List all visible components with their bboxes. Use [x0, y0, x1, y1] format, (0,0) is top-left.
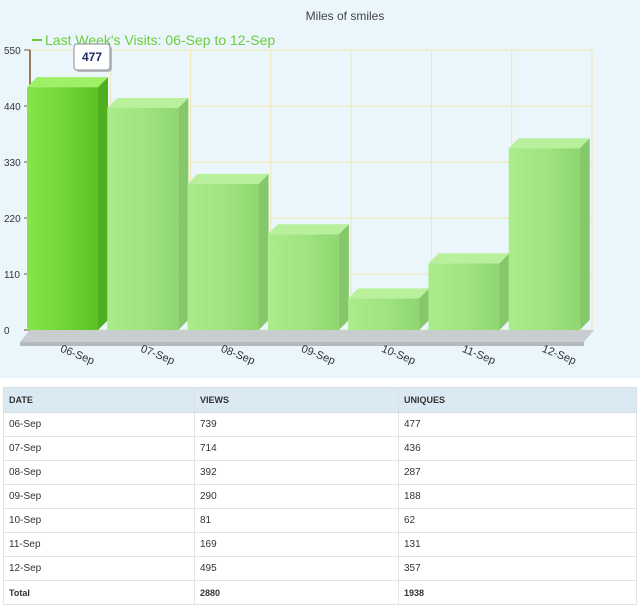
bar-12-Sep[interactable] — [508, 138, 590, 330]
x-tick-label: 12-Sep — [540, 343, 577, 367]
table-row: 06-Sep 739 477 — [3, 412, 637, 437]
y-axis-ticks: 0 110 220 330 440 550 — [4, 46, 31, 337]
header-uniques: UNIQUES — [398, 387, 637, 413]
bar-side — [579, 138, 590, 330]
cell-date: 09-Sep — [3, 484, 195, 509]
x-tick-label: 10-Sep — [380, 343, 417, 367]
floor-top — [20, 330, 594, 342]
cell-views: 714 — [194, 436, 399, 461]
header-views: VIEWS — [194, 387, 399, 413]
bar-08-Sep[interactable] — [187, 173, 269, 330]
header-date: DATE — [3, 387, 195, 413]
table-total-row: Total 2880 1938 — [3, 580, 637, 605]
bar-top — [508, 138, 590, 149]
bar-top — [187, 173, 269, 184]
total-label: Total — [3, 580, 195, 605]
y-tick-label: 550 — [4, 46, 21, 57]
bar-side — [178, 98, 189, 330]
tooltip-box — [73, 43, 111, 71]
y-tick-label: 440 — [4, 102, 21, 113]
x-tick-label: 07-Sep — [139, 343, 176, 367]
table-row: 07-Sep 714 436 — [3, 436, 637, 461]
table-header-row: DATE VIEWS UNIQUES — [3, 387, 637, 413]
table-row: 10-Sep 81 62 — [3, 508, 637, 533]
y-tick-label: 110 — [4, 270, 20, 281]
table-row: 09-Sep 290 188 — [3, 484, 637, 509]
cell-uniques: 188 — [398, 484, 637, 509]
cell-uniques: 436 — [398, 436, 637, 461]
cell-date: 07-Sep — [3, 436, 195, 461]
bar-front — [27, 87, 98, 330]
total-views: 2880 — [194, 580, 399, 605]
y-tick-label: 0 — [4, 326, 10, 337]
x-tick-label: 06-Sep — [59, 343, 96, 367]
cell-date: 10-Sep — [3, 508, 195, 533]
bar-top — [267, 224, 349, 235]
bar-07-Sep[interactable] — [107, 98, 189, 330]
cell-uniques: 131 — [398, 532, 637, 557]
bar-front — [508, 148, 580, 330]
cell-uniques: 477 — [398, 412, 637, 437]
x-tick-label: 11-Sep — [460, 343, 497, 367]
cell-views: 290 — [194, 484, 399, 509]
cell-uniques: 357 — [398, 556, 637, 581]
bar-10-Sep[interactable] — [348, 288, 430, 330]
bar-side — [98, 77, 108, 330]
table-row: 11-Sep 169 131 — [3, 532, 637, 557]
chart-area: Miles of smiles 0 110 220 330 440 550 06-Sep 0… — [0, 0, 640, 378]
bar-top — [348, 288, 430, 299]
bar-front — [267, 234, 339, 330]
bar-top — [428, 253, 510, 264]
tooltip: 477 — [73, 43, 112, 72]
cell-date: 06-Sep — [3, 412, 195, 437]
bar-front — [348, 298, 420, 330]
bar-top — [27, 77, 108, 88]
bar-front — [107, 108, 179, 330]
bar-top — [107, 98, 189, 109]
table-row: 08-Sep 392 287 — [3, 460, 637, 485]
bar-09-Sep[interactable] — [267, 224, 349, 330]
bar-side — [499, 253, 510, 330]
chart-floor — [20, 330, 594, 346]
bars — [27, 77, 590, 330]
cell-uniques: 62 — [398, 508, 637, 533]
table-row: 12-Sep 495 357 — [3, 556, 637, 581]
tooltip-value: 477 — [82, 50, 102, 64]
cell-date: 08-Sep — [3, 460, 195, 485]
cell-date: 11-Sep — [3, 532, 195, 557]
bar-side — [258, 173, 269, 330]
cell-uniques: 287 — [398, 460, 637, 485]
chart-title: Miles of smiles — [306, 9, 385, 23]
cell-views: 739 — [194, 412, 399, 437]
bar-11-Sep[interactable] — [428, 253, 510, 330]
cell-views: 169 — [194, 532, 399, 557]
cell-date: 12-Sep — [3, 556, 195, 581]
cell-views: 392 — [194, 460, 399, 485]
bar-06-Sep[interactable] — [27, 77, 108, 330]
total-uniques: 1938 — [398, 580, 637, 605]
y-tick-label: 330 — [4, 158, 21, 169]
bar-side — [419, 288, 430, 330]
cell-views: 81 — [194, 508, 399, 533]
cell-views: 495 — [194, 556, 399, 581]
x-axis-ticks: 06-Sep 07-Sep 08-Sep 09-Sep 10-Sep 11-Sep 12-S… — [59, 343, 578, 367]
x-tick-label: 08-Sep — [219, 343, 256, 367]
legend: Last Week's Visits: 06-Sep to 12-Sep — [32, 32, 275, 48]
floor-front — [20, 342, 584, 346]
y-tick-label: 220 — [4, 214, 21, 225]
bar-front — [187, 183, 259, 330]
bar-front — [428, 263, 500, 330]
stats-table: DATE VIEWS UNIQUES 06-Sep 739 477 07-Sep 71… — [3, 387, 637, 605]
bar-side — [338, 224, 349, 330]
x-tick-label: 09-Sep — [299, 343, 336, 367]
